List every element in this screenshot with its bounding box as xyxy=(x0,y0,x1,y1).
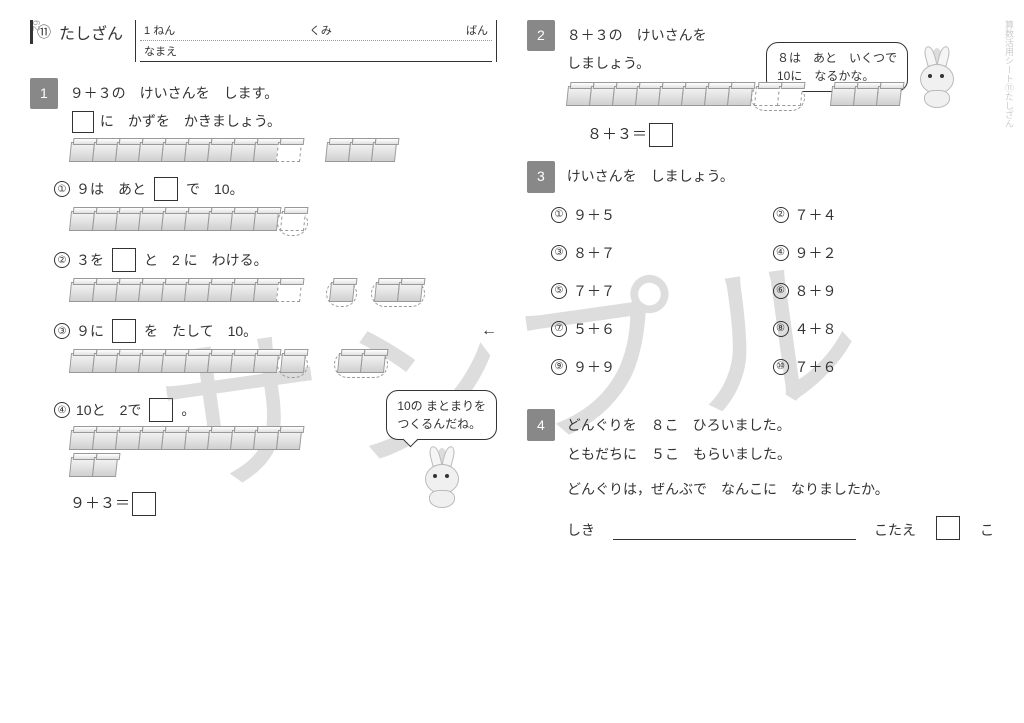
p4-line-1: どんぐりを ８こ ひろいました。 xyxy=(567,417,791,433)
p1-item-3: ③ ９に を たして 10。 ← xyxy=(54,319,497,343)
block-diagram-1 xyxy=(70,209,497,236)
block-diagram-4 xyxy=(70,430,386,480)
p1-item-3-pre: ９に xyxy=(76,321,104,341)
section-number-1: 1 xyxy=(30,78,58,109)
worksheet-header: ⑪ たしざん 1 ねん くみ ばん なまえ xyxy=(30,20,497,62)
blank-box-icon xyxy=(72,111,94,133)
answer-box[interactable] xyxy=(154,177,178,201)
section-number-3: 3 xyxy=(527,161,555,192)
p1-instruction-2: に かずを かきましょう。 xyxy=(100,113,281,129)
p4-line-3: どんぐりは，ぜんぶで なんこに なりましたか。 xyxy=(567,481,889,497)
kotae-label: こたえ xyxy=(874,520,916,540)
q-item: ⑦５＋６ xyxy=(551,319,773,339)
answer-box[interactable] xyxy=(649,123,673,147)
q-item: ④９＋２ xyxy=(773,243,995,263)
p1-item-2-pre: ３を xyxy=(76,250,104,270)
p1-item-4-post: 。 xyxy=(181,400,195,420)
p1-item-1-post: で 10。 xyxy=(186,179,244,199)
arrow-left-icon: ← xyxy=(481,322,497,340)
number-label: ばん xyxy=(466,22,488,38)
p1-item-2-post: と 2 に わける。 xyxy=(144,250,268,270)
p1-item-1-pre: ９は あと xyxy=(76,179,146,199)
p1-item-1: ① ９は あと で 10。 xyxy=(54,177,497,201)
hint-character-1: 10の まとまりを つくるんだね。 xyxy=(386,390,497,507)
block-diagram-2 xyxy=(70,280,497,307)
p4-line-2: ともだちに ５こ もらいました。 xyxy=(567,446,791,462)
class-label: くみ xyxy=(309,22,331,38)
q-item: ⑥８＋９ xyxy=(773,281,995,301)
unit-label: こ xyxy=(980,520,994,540)
item-num-1: ① xyxy=(54,181,70,197)
answer-box[interactable] xyxy=(112,248,136,272)
problem-3: 3 けいさんを しましょう。 ①９＋５ ②７＋４ ③８＋７ ④９＋２ ⑤７＋７ … xyxy=(527,161,994,394)
p1-eq-text: ９＋３＝ xyxy=(70,495,130,512)
q-item: ①９＋５ xyxy=(551,205,773,225)
q-item: ⑧４＋８ xyxy=(773,319,995,339)
problem-4: 4 どんぐりを ８こ ひろいました。 ともだちに ５こ もらいました。 どんぐり… xyxy=(527,409,994,541)
q-item: ③８＋７ xyxy=(551,243,773,263)
p2-equation: ８＋３＝ xyxy=(587,123,994,147)
right-column: ８は あと いくつで 10に なるかな。 2 ８＋３の けいさんを しましょう。… xyxy=(527,20,994,554)
name-fields: 1 ねん くみ ばん なまえ xyxy=(135,20,497,62)
answer-box[interactable] xyxy=(132,492,156,516)
block-diagram-0 xyxy=(70,142,497,165)
p2-instruction-1: ８＋３の けいさんを xyxy=(567,27,707,43)
p1-item-2: ② ３を と 2 に わける。 xyxy=(54,248,497,272)
problem-1: 1 ９＋３の けいさんを します。 に かずを かきましょう。 ① ９は あと … xyxy=(30,78,497,516)
worksheet-title: たしざん xyxy=(59,20,123,44)
q-item: ⑩７＋６ xyxy=(773,357,995,377)
answer-box[interactable] xyxy=(112,319,136,343)
speech-bubble-1: 10の まとまりを つくるんだね。 xyxy=(386,390,497,440)
name-label: なまえ xyxy=(144,46,177,58)
year-label: 1 ねん xyxy=(144,22,175,38)
answer-row: しき こたえ こ xyxy=(527,516,994,540)
left-column: ⑪ たしざん 1 ねん くみ ばん なまえ 1 ９＋３の けいさんを します。 … xyxy=(30,20,497,554)
problem-3-grid: ①９＋５ ②７＋４ ③８＋７ ④９＋２ ⑤７＋７ ⑥８＋９ ⑦５＋６ ⑧４＋８ … xyxy=(527,205,994,395)
p2-instruction-2: しましょう。 xyxy=(567,55,650,71)
q-item: ⑨９＋９ xyxy=(551,357,773,377)
shiki-blank[interactable] xyxy=(613,520,856,540)
p1-instruction-1: ９＋３の けいさんを します。 xyxy=(70,85,279,101)
mascot-icon xyxy=(417,442,467,507)
q-item: ⑤７＋７ xyxy=(551,281,773,301)
side-label: 算数活用シート⑪たしざん xyxy=(1003,20,1016,128)
shiki-label: しき xyxy=(567,520,595,540)
q-item: ②７＋４ xyxy=(773,205,995,225)
item-num-4: ④ xyxy=(54,402,70,418)
section-number-2: 2 xyxy=(527,20,555,51)
p3-instruction: けいさんを しましょう。 xyxy=(567,168,734,184)
answer-box[interactable] xyxy=(149,398,173,422)
p1-equation: ９＋３＝ xyxy=(70,492,386,516)
p1-item-3-post: を たして 10。 xyxy=(144,321,257,341)
mascot-icon xyxy=(912,42,962,107)
answer-box[interactable] xyxy=(936,516,960,540)
p1-item-4-pre: 10と 2で xyxy=(76,400,141,420)
block-diagram-3 xyxy=(70,351,497,378)
p1-item-4: ④ 10と 2で 。 xyxy=(54,398,386,422)
p2-eq-text: ８＋３＝ xyxy=(587,126,647,143)
page-number: 62 xyxy=(30,20,41,31)
section-number-4: 4 xyxy=(527,409,555,442)
item-num-2: ② xyxy=(54,252,70,268)
item-num-3: ③ xyxy=(54,323,70,339)
